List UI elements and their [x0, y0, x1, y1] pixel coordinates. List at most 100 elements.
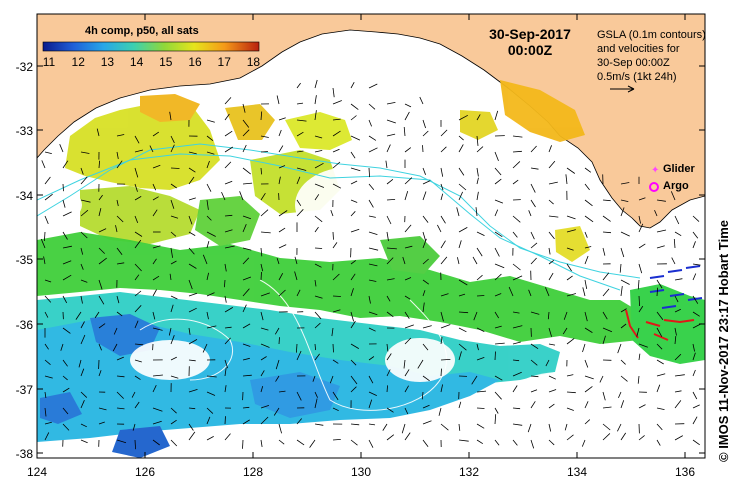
y-tick-label: -38 [16, 447, 34, 461]
velocity-arrow [242, 119, 250, 128]
velocity-arrow [548, 272, 554, 281]
velocity-arrow [62, 387, 70, 393]
velocity-arrow [170, 183, 177, 189]
y-tick-label: -34 [16, 189, 34, 203]
velocity-arrow [620, 231, 630, 237]
velocity-arrow [692, 439, 700, 446]
velocity-arrow [566, 293, 577, 297]
velocity-arrow [169, 111, 172, 121]
velocity-arrow [275, 375, 280, 382]
velocity-arrow [332, 242, 338, 249]
velocity-arrow [566, 229, 576, 233]
velocity-arrow [224, 416, 226, 425]
colorbar-tick-label: 17 [218, 55, 232, 69]
velocity-arrow [368, 279, 377, 282]
velocity-arrow [224, 295, 227, 303]
velocity-arrow [332, 359, 339, 364]
velocity-arrow [134, 167, 139, 178]
colorbar-tick-label: 14 [130, 55, 144, 69]
velocity-arrow [638, 353, 641, 361]
velocity-arrow [494, 263, 505, 269]
velocity-arrow [224, 97, 232, 105]
velocity-arrow [548, 160, 556, 169]
velocity-arrow [440, 384, 443, 393]
velocity-arrow [296, 209, 304, 217]
velocity-arrow [545, 287, 550, 297]
velocity-arrow [620, 279, 630, 285]
velocity-arrow [584, 359, 589, 368]
velocity-arrow [368, 147, 378, 153]
velocity-arrow [582, 343, 586, 353]
velocity-arrow [44, 231, 46, 242]
velocity-arrow [44, 151, 52, 154]
velocity-arrow [278, 176, 281, 185]
velocity-arrow [458, 240, 462, 249]
velocity-arrow [278, 244, 287, 249]
velocity-arrow [80, 368, 85, 377]
velocity-arrow [44, 359, 51, 366]
velocity-arrow [458, 293, 466, 297]
velocity-arrow [296, 350, 302, 361]
velocity-arrow [242, 406, 250, 409]
velocity-arrow [98, 407, 107, 411]
velocity-arrow [638, 404, 646, 409]
velocity-arrow [602, 406, 612, 409]
velocity-arrow [512, 407, 521, 410]
velocity-arrow [152, 164, 161, 169]
velocity-arrow [242, 357, 250, 361]
velocity-arrow [368, 215, 376, 218]
velocity-arrow [312, 375, 316, 382]
velocity-arrow [260, 327, 269, 331]
velocity-arrow [206, 407, 214, 414]
velocity-arrow [170, 375, 179, 379]
velocity-arrow [530, 359, 538, 366]
velocity-arrow [332, 273, 340, 281]
velocity-arrow [422, 325, 432, 329]
velocity-arrow [296, 131, 304, 137]
y-tick-label: -37 [16, 383, 34, 397]
velocity-arrow [368, 356, 375, 361]
velocity-arrow [188, 359, 196, 362]
velocity-arrow [368, 263, 378, 267]
velocity-arrow [242, 276, 252, 281]
velocity-arrow [476, 439, 484, 445]
velocity-arrow [331, 327, 334, 337]
velocity-arrow [692, 369, 696, 377]
velocity-arrow [188, 339, 198, 345]
velocity-arrow [260, 416, 269, 425]
velocity-arrow [386, 311, 394, 318]
velocity-arrow [224, 279, 226, 288]
velocity-arrow [152, 289, 157, 297]
velocity-arrow [602, 231, 612, 234]
velocity-arrow [332, 161, 341, 169]
velocity-arrow [674, 435, 683, 441]
velocity-arrow [202, 343, 208, 353]
velocity-arrow [528, 210, 532, 217]
velocity-arrow [188, 215, 193, 225]
velocity-arrow [134, 401, 140, 409]
velocity-arrow [494, 167, 502, 176]
velocity-arrow [224, 326, 232, 329]
velocity-arrow [242, 419, 250, 425]
velocity-arrow [494, 209, 499, 217]
velocity-arrow [332, 407, 339, 412]
velocity-arrow [620, 375, 628, 382]
velocity-arrow [152, 131, 160, 137]
velocity-arrow [332, 130, 341, 137]
velocity-arrow [620, 323, 627, 329]
velocity-arrow [458, 351, 462, 361]
velocity-arrow [458, 114, 468, 121]
velocity-arrow [458, 135, 464, 141]
velocity-arrow [476, 357, 485, 361]
velocity-arrow [98, 421, 105, 425]
velocity-arrow [116, 262, 125, 265]
velocity-arrow [602, 433, 611, 441]
imos-credit: © IMOS 11-Nov-2017 23:17 Hobart Time [716, 220, 731, 462]
velocity-arrow [674, 308, 681, 313]
velocity-arrow [422, 180, 431, 185]
velocity-arrow [386, 231, 389, 242]
velocity-arrow [494, 178, 502, 185]
velocity-arrow [332, 391, 339, 401]
velocity-arrow [350, 135, 361, 141]
velocity-arrow [512, 275, 523, 281]
